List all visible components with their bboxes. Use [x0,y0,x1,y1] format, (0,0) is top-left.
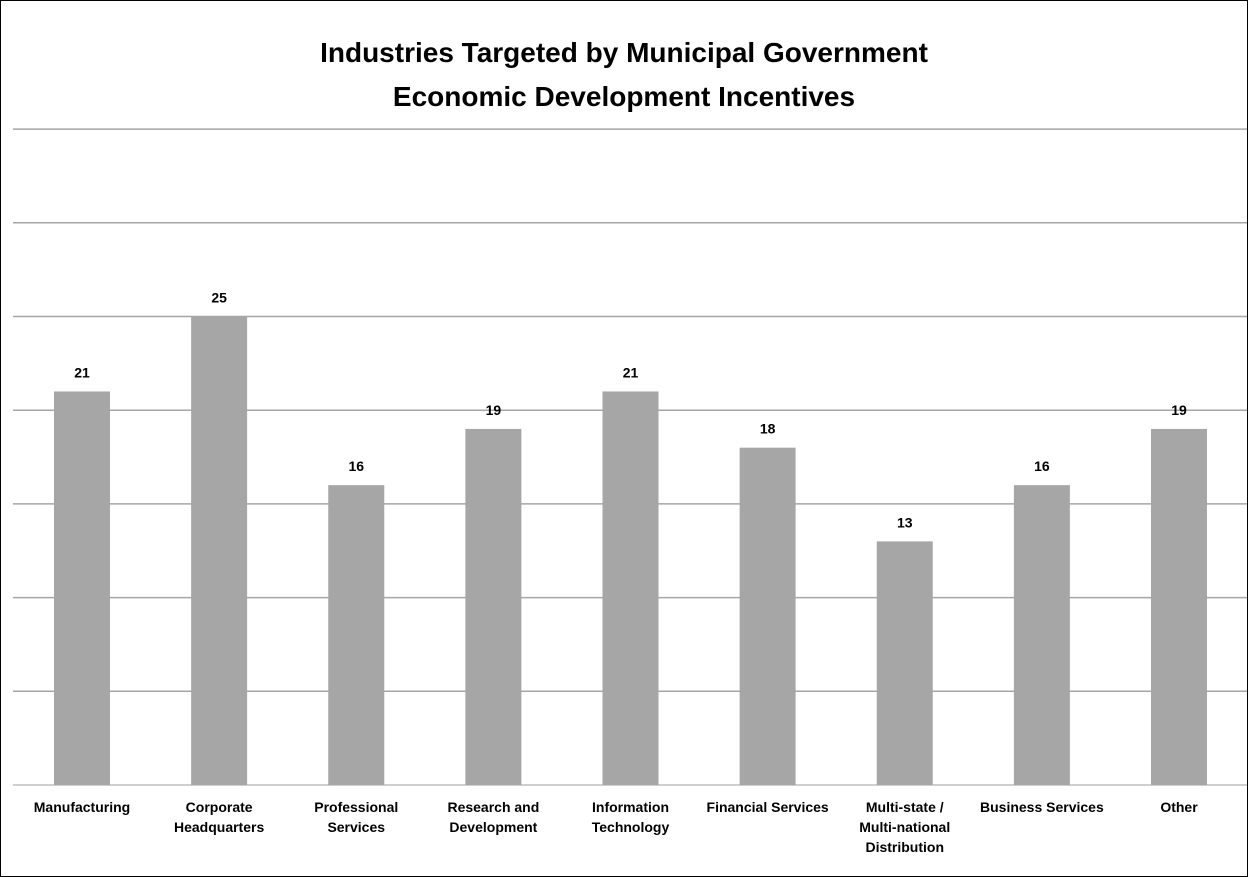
x-tick-label: Multi-state / Multi-national Distributio… [859,799,951,855]
bar [1013,485,1070,785]
x-tick-label: Business Services [980,799,1104,815]
data-label: 21 [74,364,90,380]
data-label: 25 [211,290,227,306]
bar [876,541,933,785]
bar [602,391,659,785]
chart-title-line-2: Economic Development Incentives [392,81,856,112]
data-label: 19 [486,402,502,418]
bar [191,316,248,785]
x-tick-label: Financial Services [706,799,829,815]
bar [328,485,385,785]
bar [465,428,522,785]
x-tick-label: Corporate Headquarters [173,799,265,835]
data-label: 13 [897,514,913,530]
data-label: 16 [1034,458,1050,474]
data-label: 18 [760,421,776,437]
x-tick-label: Information Technology [591,799,670,835]
x-tick-label: Research and Development [447,799,540,835]
bar [1151,428,1207,785]
data-label: 16 [348,458,364,474]
bar [739,447,796,785]
data-label: 21 [623,364,639,380]
bar [54,391,110,785]
x-tick-label: Other [1160,799,1198,815]
data-label: 19 [1171,402,1187,418]
chart-title-line-1: Industries Targeted by Municipal Governm… [320,37,928,68]
x-tick-label: Manufacturing [33,799,131,815]
x-tick-label: Professional Services [314,799,399,835]
